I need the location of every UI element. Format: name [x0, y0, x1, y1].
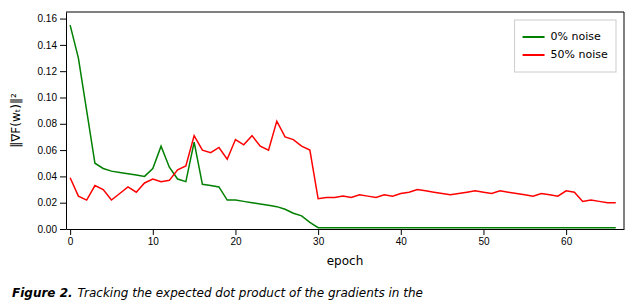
x-tick-label: 10 — [148, 236, 160, 247]
y-tick: 0.02 — [38, 197, 66, 208]
y-tick-mark — [60, 229, 66, 230]
y-tick: 0.14 — [38, 40, 66, 51]
legend: 0% noise 50% noise — [515, 20, 616, 72]
caption-part: Tracking the expected dot product of the… — [78, 286, 423, 300]
y-tick: 0.04 — [38, 171, 66, 182]
x-tick-label: 50 — [478, 236, 490, 247]
y-tick-label: 0.16 — [38, 13, 58, 24]
y-tick: 0.08 — [38, 118, 66, 129]
x-tick: 20 — [230, 229, 242, 247]
x-tick-mark — [70, 229, 71, 235]
frame-top — [66, 12, 624, 13]
plot: 0 10 20 30 40 50 60 0.00 0.02 0.04 0.06 0.08 0.10 0.1… — [38, 12, 625, 247]
x-tick-mark — [401, 229, 402, 235]
x-tick: 40 — [396, 229, 408, 247]
x-tick-label: 30 — [313, 236, 325, 247]
y-tick-mark — [60, 71, 66, 72]
legend-box — [515, 20, 616, 72]
x-axis: 0 10 20 30 40 50 60 — [67, 229, 625, 247]
legend-items: 0% noise 50% noise — [523, 30, 608, 61]
x-tick-label: 0 — [68, 236, 74, 247]
x-tick-label: 20 — [230, 236, 242, 247]
x-tick: 50 — [478, 229, 490, 247]
y-axis: 0.00 0.02 0.04 0.06 0.08 0.10 0.12 0.14 0.16 — [38, 13, 67, 235]
legend-item: 50% noise — [523, 48, 608, 61]
x-tick-mark — [483, 229, 484, 235]
series-line — [70, 25, 616, 228]
x-tick-mark — [318, 229, 319, 235]
y-tick: 0.12 — [38, 66, 66, 77]
x-tick: 0 — [68, 229, 74, 247]
y-tick-label: 0.02 — [38, 197, 58, 208]
y-tick: 0.10 — [38, 92, 66, 103]
x-tick-mark — [235, 229, 236, 235]
x-tick-mark — [566, 229, 567, 235]
legend-label: 0% noise — [551, 30, 601, 43]
y-tick-mark — [60, 176, 66, 177]
y-tick-mark — [60, 124, 66, 125]
y-tick-label: 0.06 — [38, 145, 58, 156]
x-tick: 10 — [148, 229, 160, 247]
y-tick-label: 0.14 — [38, 40, 58, 51]
legend-swatch — [523, 36, 545, 38]
y-tick-mark — [60, 150, 66, 151]
marks — [70, 25, 616, 228]
series-line — [70, 121, 616, 203]
x-axis-title: epoch — [327, 254, 364, 268]
y-tick: 0.16 — [38, 13, 66, 24]
x-axis-line — [67, 229, 625, 230]
y-tick-label: 0.12 — [38, 66, 58, 77]
y-axis-line — [66, 13, 67, 230]
x-tick-label: 60 — [561, 236, 573, 247]
legend-swatch — [523, 54, 545, 56]
y-axis-title: ‖∇F(wₜ)‖² — [9, 93, 23, 148]
caption-part: Figure 2. — [12, 286, 73, 300]
x-tick: 60 — [561, 229, 573, 247]
y-tick: 0.06 — [38, 145, 66, 156]
y-tick-mark — [60, 203, 66, 204]
legend-label: 50% noise — [551, 48, 608, 61]
frame-right — [624, 12, 625, 229]
y-tick-label: 0.04 — [38, 171, 58, 182]
legend-item: 0% noise — [523, 30, 601, 43]
y-tick-label: 0.00 — [38, 224, 58, 235]
y-tick-label: 0.08 — [38, 118, 58, 129]
y-tick-mark — [60, 45, 66, 46]
y-tick: 0.00 — [38, 224, 66, 235]
x-tick-mark — [153, 229, 154, 235]
x-tick: 30 — [313, 229, 325, 247]
chart: 0 10 20 30 40 50 60 0.00 0.02 0.04 0.06 0.08 0.10 0.1… — [0, 0, 640, 307]
y-tick-mark — [60, 97, 66, 98]
y-tick-mark — [60, 19, 66, 20]
x-tick-label: 40 — [396, 236, 408, 247]
caption: Figure 2. Tracking the expected dot produ… — [12, 286, 423, 300]
y-tick-label: 0.10 — [38, 92, 58, 103]
